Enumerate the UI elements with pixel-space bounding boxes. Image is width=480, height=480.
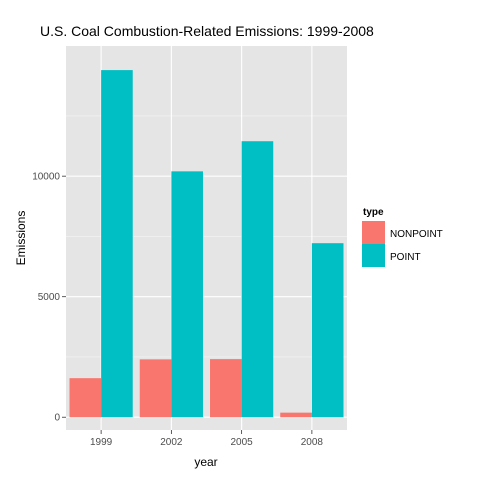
y-tick-label: 0 xyxy=(54,413,60,424)
legend-key-nonpoint xyxy=(362,221,385,244)
bar-point-1999 xyxy=(101,70,133,418)
bars xyxy=(69,70,344,418)
bar-nonpoint-2005 xyxy=(210,359,242,418)
x-tick-label: 2008 xyxy=(301,437,324,448)
x-tick-label: 1999 xyxy=(90,437,113,448)
chart-title: U.S. Coal Combustion-Related Emissions: … xyxy=(40,23,374,39)
bar-nonpoint-1999 xyxy=(69,378,102,418)
y-axis-ticks: 0 5000 10000 xyxy=(32,172,66,424)
x-axis-ticks: 1999 2002 2005 2008 xyxy=(90,430,323,448)
bar-point-2008 xyxy=(311,243,344,418)
x-tick-label: 2002 xyxy=(160,437,183,448)
bar-point-2005 xyxy=(241,141,274,418)
x-tick-label: 2005 xyxy=(231,437,254,448)
legend: type NONPOINT POINT xyxy=(362,207,443,267)
y-axis-title: Emissions xyxy=(14,211,28,266)
bar-nonpoint-2008 xyxy=(280,412,312,418)
legend-label-point: POINT xyxy=(390,252,421,263)
legend-label-nonpoint: NONPOINT xyxy=(390,229,443,240)
x-axis-title: year xyxy=(194,455,217,469)
legend-title: type xyxy=(363,207,384,218)
bar-nonpoint-2002 xyxy=(139,359,172,418)
bar-point-2002 xyxy=(171,171,203,418)
y-tick-label: 5000 xyxy=(38,292,61,303)
legend-key-point xyxy=(362,244,385,267)
y-tick-label: 10000 xyxy=(32,172,60,183)
legend-items: NONPOINT POINT xyxy=(362,221,443,267)
